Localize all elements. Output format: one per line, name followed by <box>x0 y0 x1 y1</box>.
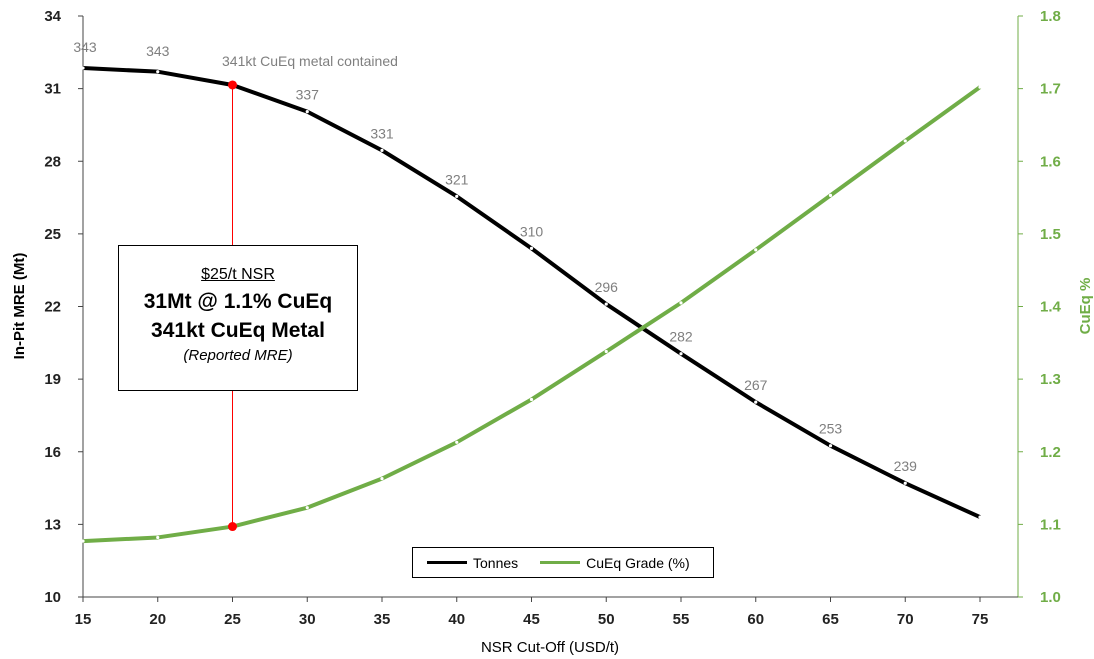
highlight-dot-grade <box>228 522 237 532</box>
y-tick-right-label: 1.4 <box>1040 299 1062 316</box>
tonnes-point <box>380 148 384 152</box>
legend-swatch-grade <box>540 561 581 564</box>
y-tick-right-label: 1.1 <box>1040 516 1061 533</box>
grade-point <box>81 539 85 543</box>
y-tick-right-label: 1.8 <box>1040 8 1061 25</box>
x-tick-label: 45 <box>523 611 540 628</box>
grade-point <box>305 506 309 510</box>
tonnes-data-label: 239 <box>894 458 918 474</box>
y-tick-right-label: 1.6 <box>1040 153 1061 170</box>
legend: Tonnes CuEq Grade (%) <box>412 547 714 578</box>
grade-point <box>903 139 907 143</box>
x-axis-title: NSR Cut-Off (USD/t) <box>481 639 619 656</box>
tonnes-point <box>754 400 758 404</box>
grade-point <box>455 440 459 444</box>
grade-point <box>828 193 833 197</box>
highlight-dot-tonnes <box>228 80 237 90</box>
tonnes-data-label: 296 <box>595 279 619 295</box>
tonnes-data-label: 321 <box>445 171 469 187</box>
tonnes-data-label: 343 <box>73 39 97 55</box>
y-tick-right-label: 1.3 <box>1040 371 1061 388</box>
y-tick-left-label: 16 <box>44 444 61 461</box>
highlight-label: 341kt CuEq metal contained <box>222 53 398 69</box>
grade-point <box>679 301 683 305</box>
x-tick-label: 25 <box>224 611 241 628</box>
tonnes-data-label: 310 <box>520 223 544 239</box>
tonnes-point <box>156 70 160 74</box>
grade-point <box>754 248 758 252</box>
legend-swatch-tonnes <box>427 561 467 564</box>
y-tick-left-label: 10 <box>44 589 61 606</box>
x-tick-label: 75 <box>972 611 989 628</box>
x-tick-label: 30 <box>299 611 316 628</box>
legend-item-tonnes: Tonnes <box>427 555 518 571</box>
y-tick-right-label: 1.5 <box>1040 226 1061 243</box>
tonnes-data-label: 337 <box>296 87 320 103</box>
x-tick-label: 40 <box>448 611 465 628</box>
y-axis-left-title: In-Pit MRE (Mt) <box>11 253 28 360</box>
tonnes-point <box>903 481 907 485</box>
tonnes-point <box>978 515 982 519</box>
x-tick-label: 35 <box>374 611 391 628</box>
tonnes-data-label: 267 <box>744 377 768 393</box>
y-tick-left-label: 25 <box>44 226 61 243</box>
tonnes-point <box>305 110 309 114</box>
grade-point <box>156 535 160 540</box>
x-tick-label: 70 <box>897 611 914 628</box>
y-tick-left-label: 28 <box>44 153 61 170</box>
callout-tonnage-grade: 31Mt @ 1.1% CuEq <box>143 290 333 313</box>
grade-point <box>380 477 384 481</box>
axes: 10 13 16 19 22 25 28 31 34 1.0 1.1 1.2 1.3 1.4 1.5 1.6 1… <box>44 8 1061 628</box>
data-labels: 343 343 337 331 321 310 296 282 267 253 239 <box>73 39 917 474</box>
tonnes-data-label: 253 <box>819 421 843 437</box>
tonnes-point <box>679 352 683 356</box>
callout-box: $25/t NSR 31Mt @ 1.1% CuEq 341kt CuEq Me… <box>118 245 358 391</box>
grade-point <box>604 349 608 354</box>
tonnes-data-label: 282 <box>669 329 693 345</box>
callout-cutoff: $25/t NSR <box>201 266 275 283</box>
legend-label-tonnes: Tonnes <box>473 554 519 571</box>
tonnes-point <box>455 194 459 198</box>
tonnes-point <box>604 302 608 306</box>
y-tick-left-label: 19 <box>44 371 61 388</box>
callout-metal: 341kt CuEq Metal <box>151 319 325 342</box>
legend-label-grade: CuEq Grade (%) <box>586 554 690 571</box>
y-tick-left-label: 34 <box>44 8 61 25</box>
tonnes-data-label: 331 <box>370 125 394 141</box>
y-tick-left-label: 31 <box>44 81 61 98</box>
x-tick-label: 60 <box>747 611 764 628</box>
callout-note: (Reported MRE) <box>183 347 293 364</box>
x-tick-label: 15 <box>75 611 92 628</box>
y-tick-right-label: 1.7 <box>1040 81 1061 98</box>
y-tick-left-label: 22 <box>44 299 61 316</box>
x-tick-label: 55 <box>673 611 690 628</box>
x-tick-label: 20 <box>149 611 166 628</box>
tonnes-data-label: 343 <box>146 43 170 59</box>
tonnes-point <box>828 444 833 448</box>
grade-point <box>529 397 534 402</box>
y-tick-right-label: 1.0 <box>1040 589 1061 606</box>
y-tick-right-label: 1.2 <box>1040 444 1061 461</box>
y-tick-left-label: 13 <box>44 516 61 533</box>
y-axis-right-title: CuEq % <box>1077 278 1094 335</box>
tonnes-point <box>529 246 534 250</box>
tonnes-point <box>81 66 85 70</box>
x-tick-label: 65 <box>822 611 839 628</box>
legend-item-grade: CuEq Grade (%) <box>540 554 690 571</box>
x-tick-label: 50 <box>598 611 615 628</box>
grade-point <box>978 85 982 89</box>
